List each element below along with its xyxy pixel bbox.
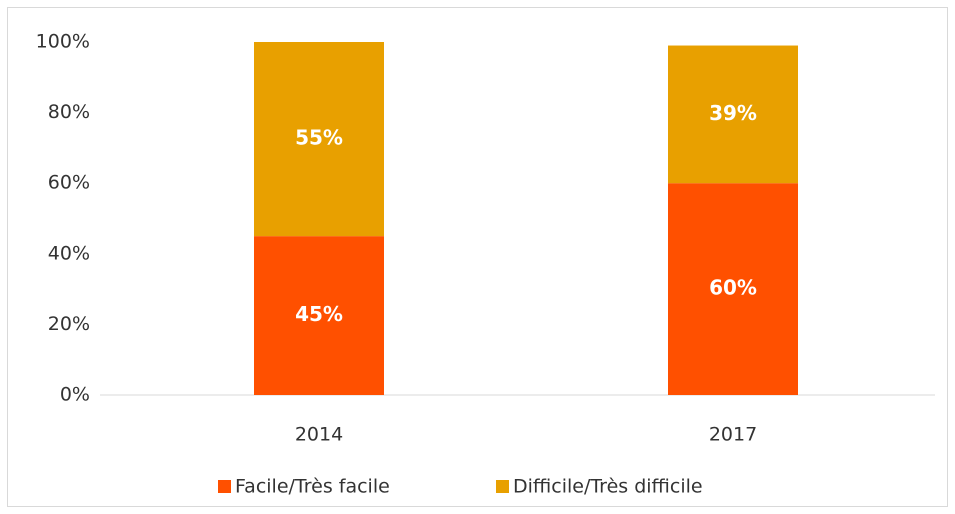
data-label: 55% — [295, 126, 343, 150]
y-tick-label: 60% — [48, 172, 90, 194]
bar-segment — [254, 236, 384, 395]
bar-segment — [668, 183, 798, 395]
chart-border — [7, 7, 948, 507]
x-tick-label: 2014 — [295, 424, 343, 446]
y-tick-label: 80% — [48, 101, 90, 123]
legend-swatch — [496, 480, 509, 493]
bar-segment — [668, 45, 798, 184]
data-label: 39% — [709, 101, 757, 125]
data-label: 45% — [295, 302, 343, 326]
legend-label: Difficile/Très difficile — [513, 476, 703, 498]
y-tick-label: 100% — [36, 31, 90, 53]
legend-label: Facile/Très facile — [235, 476, 390, 498]
y-tick-label: 20% — [48, 313, 90, 335]
y-tick-label: 40% — [48, 242, 90, 264]
data-label: 60% — [709, 276, 757, 300]
y-tick-label: 0% — [60, 384, 90, 406]
legend-swatch — [218, 480, 231, 493]
bar-segment — [254, 42, 384, 237]
x-tick-label: 2017 — [709, 424, 757, 446]
